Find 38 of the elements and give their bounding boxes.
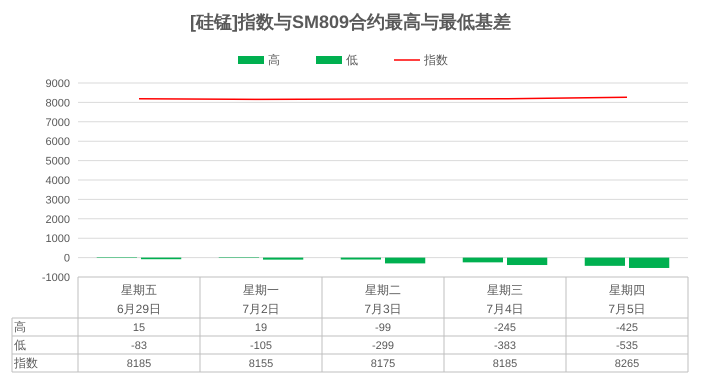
data-label: -535	[616, 340, 638, 352]
y-tick-label: 2000	[46, 214, 70, 226]
chart-title: [硅锰]指数与SM809合约最高与最低基差	[190, 12, 512, 32]
y-tick-label: 1000	[46, 233, 70, 246]
data-label: -245	[494, 322, 516, 334]
text: 指数	[14, 356, 38, 370]
legend-label: 高	[268, 53, 280, 67]
y-tick-label: 9000	[46, 78, 70, 90]
data-label: 8265	[614, 358, 640, 370]
data-label: -299	[372, 340, 394, 352]
data-label: -425	[616, 322, 638, 334]
data-label: 8175	[370, 358, 396, 370]
data-label: -383	[494, 340, 516, 352]
x-tick-label: 星期三 7月4日	[486, 283, 524, 316]
data-label: -83	[131, 340, 147, 352]
data-label: 8155	[248, 358, 274, 370]
y-tick-label: 7000	[46, 116, 70, 129]
data-label: 15	[132, 322, 146, 334]
x-tick-label: 星期四 7月5日	[608, 283, 646, 316]
y-tick-label: 5000	[46, 156, 70, 168]
legend-label: 指数	[423, 53, 448, 67]
data-label: -105	[250, 340, 272, 352]
y-tick-label: 8000	[46, 97, 70, 110]
data-label: 19	[254, 322, 268, 334]
x-tick-label: 星期五 6月29日	[116, 283, 162, 316]
data-label: 8185	[492, 358, 518, 370]
data-label: 8185	[126, 358, 152, 370]
legend-label: 低	[346, 53, 358, 67]
y-tick-label: 3000	[46, 194, 70, 206]
data-label: -99	[375, 322, 391, 334]
text: 低	[14, 338, 26, 352]
y-tick-label: 4000	[46, 175, 70, 187]
x-tick-label: 星期二 7月3日	[364, 283, 402, 316]
y-tick-label: 0	[64, 252, 70, 265]
y-tick-label: -1000	[42, 272, 70, 284]
x-tick-label: 星期一 7月2日	[242, 283, 280, 316]
y-tick-label: 6000	[46, 136, 70, 148]
text: 高	[14, 320, 26, 334]
